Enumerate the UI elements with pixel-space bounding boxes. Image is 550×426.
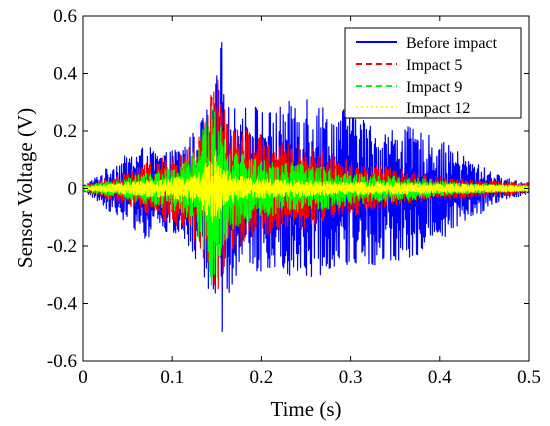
legend-label-before-impact: Before impact: [406, 35, 498, 52]
x-tick-label: 0: [78, 367, 88, 388]
y-tick-label: -0.2: [47, 236, 77, 257]
ticks-layer: 0 0.1 0.2 0.3 0.4 0.5 0.6 0.4 0.2 0 -0.2 -0.4 -0.6: [47, 6, 541, 388]
y-tick-label: 0.6: [53, 6, 77, 27]
legend: Before impact Impact 5 Impact 9 Impact 1…: [344, 27, 522, 119]
series-line-impact-5: [83, 79, 529, 290]
y-tick-label: 0.2: [53, 121, 77, 142]
series-layer: [83, 41, 529, 332]
y-tick-label: 0: [68, 179, 78, 200]
y-tick-label: 0.4: [53, 64, 77, 85]
x-tick-label: 0.1: [160, 367, 184, 388]
series-line-before-impact: [83, 41, 529, 332]
y-tick-label: -0.4: [47, 294, 78, 315]
x-tick-label: 0.4: [428, 367, 452, 388]
y-tick-label: -0.6: [47, 351, 77, 372]
y-axis-label: Sensor Voltage (V): [13, 108, 37, 268]
legend-label-impact-5: Impact 5: [406, 57, 462, 74]
series-line-impact-12: [83, 151, 529, 223]
x-tick-label: 0.5: [517, 367, 541, 388]
x-tick-label: 0.2: [250, 367, 274, 388]
x-axis-label: Time (s): [271, 397, 342, 421]
x-tick-label: 0.3: [339, 367, 363, 388]
legend-label-impact-12: Impact 12: [406, 100, 470, 117]
series-line-impact-9: [83, 105, 529, 286]
legend-label-impact-9: Impact 9: [406, 79, 462, 96]
